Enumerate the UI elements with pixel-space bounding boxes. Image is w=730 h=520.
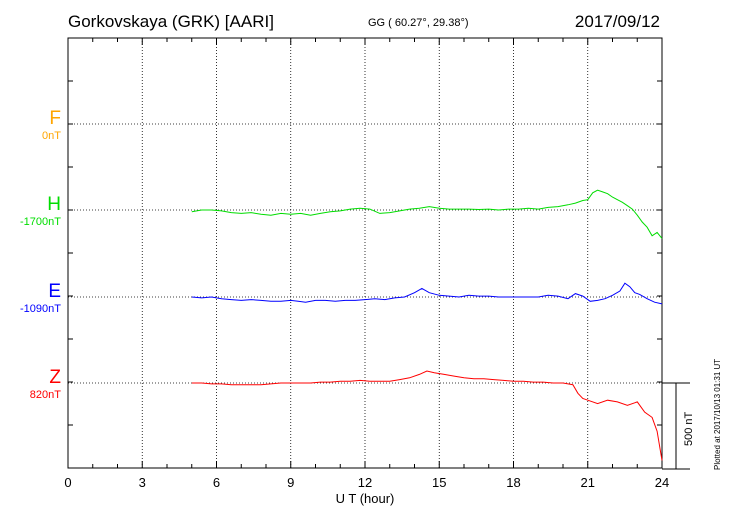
plot-frame	[67, 37, 663, 469]
axis-ticks	[67, 38, 663, 468]
scale-bar-label: 500 nT	[683, 411, 695, 446]
date-label: 2017/09/12	[574, 12, 660, 31]
station-title: Gorkovskaya (GRK) [AARI]	[68, 12, 274, 31]
component-z-label: Z 820nT	[30, 368, 61, 402]
component-e-name: E	[48, 281, 61, 302]
x-tick-label-24: 24	[655, 475, 669, 490]
geographic-coordinates: GG ( 60.27°, 29.38°)	[368, 17, 469, 29]
scale-bar: 500 nT	[662, 382, 695, 470]
x-tick-label-12: 12	[358, 475, 372, 490]
grid-lines	[68, 38, 662, 468]
component-e-label: E -1090nT	[20, 282, 61, 316]
series-layer	[191, 189, 663, 461]
component-z-name: Z	[49, 367, 61, 388]
component-h-offset: -1700nT	[20, 216, 61, 228]
x-tick-label-21: 21	[581, 475, 595, 490]
component-e-offset: -1090nT	[20, 303, 61, 315]
component-h-name: H	[47, 194, 61, 215]
component-f-name: F	[49, 108, 61, 129]
x-tick-label-15: 15	[432, 475, 446, 490]
x-tick-label-3: 3	[139, 475, 146, 490]
component-h-label: H -1700nT	[20, 195, 61, 229]
component-f-label: F 0nT	[42, 109, 61, 143]
series-line-h	[191, 189, 663, 239]
x-tick-label-6: 6	[213, 475, 220, 490]
plotted-timestamp: Plotted at 2017/10/13 01:31 UT	[713, 358, 722, 470]
x-tick-label-0: 0	[64, 475, 71, 490]
x-tick-label-9: 9	[287, 475, 294, 490]
component-f-offset: 0nT	[42, 130, 61, 142]
x-axis-label: U T (hour)	[336, 491, 395, 506]
series-line-z	[191, 370, 663, 461]
x-tick-labels: 0 3 6 9 12 15 18 21 24	[64, 475, 669, 490]
component-z-offset: 820nT	[29, 389, 61, 401]
series-line-e	[191, 282, 663, 305]
x-tick-label-18: 18	[506, 475, 520, 490]
